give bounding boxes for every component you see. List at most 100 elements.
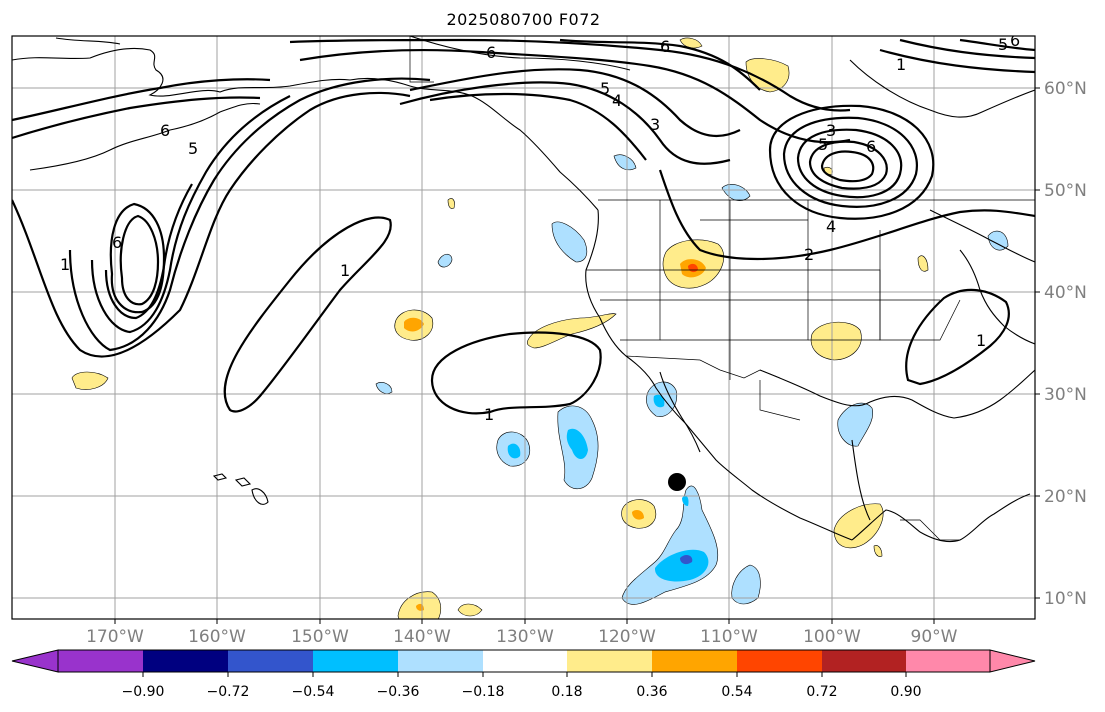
colorbar-tick-label: 0.54 <box>721 684 752 700</box>
colorbar: −0.90 −0.72 −0.54 −0.36 −0.18 0.18 0.36 … <box>11 649 1036 700</box>
contour-n-3 <box>429 92 647 161</box>
graticule <box>12 36 1035 619</box>
contour-label: 5 <box>998 35 1008 54</box>
contour-label: 6 <box>112 233 122 252</box>
island-big <box>251 488 269 505</box>
shade-orange-pac <box>404 317 424 332</box>
border-alaska <box>409 36 434 83</box>
colorbar-swatch <box>567 650 652 672</box>
shade-yellow-tiny <box>447 198 455 209</box>
contour-label: 1 <box>896 55 906 74</box>
contour-label: 1 <box>484 405 494 424</box>
contour-label: 6 <box>660 37 670 56</box>
contour-labels: 6 6 5 4 3 6 5 6 1 1 1 2 3 4 5 6 1 1 5 6 <box>60 35 1020 424</box>
contour-ne-4 <box>808 140 888 190</box>
border-central-america <box>900 519 960 541</box>
contour-ne-9 <box>959 38 1035 52</box>
colorbar-tick-label: 0.36 <box>636 684 667 700</box>
map-title: 2025080700 F072 <box>446 10 601 29</box>
border-states-8 <box>759 380 801 421</box>
coast-gulf <box>759 369 1035 419</box>
shade-blue-bc <box>613 154 637 171</box>
contour-label: 4 <box>826 217 836 236</box>
colorbar-tick-label: 0.72 <box>806 684 837 700</box>
contour-ne-1 <box>768 104 935 220</box>
shade-yellow-far-west <box>71 371 109 390</box>
contour-w-5 <box>119 214 160 306</box>
contour-label: 6 <box>866 137 876 156</box>
colorbar-tick-label: −0.18 <box>462 684 505 700</box>
lon-label: 160°W <box>188 627 246 647</box>
contour-label: 1 <box>976 331 986 350</box>
map-frame <box>11 35 1036 620</box>
shade-yellow-kansas <box>810 321 862 361</box>
contour-n-2 <box>399 81 731 165</box>
coastlines <box>12 36 1035 543</box>
contour-label: 5 <box>188 139 198 158</box>
contour-label: 3 <box>650 115 660 134</box>
lat-label: 40°N <box>1044 283 1087 303</box>
colorbar-swatch <box>228 650 313 672</box>
contour-n-4 <box>299 48 851 144</box>
shade-yellow-small <box>873 545 883 557</box>
contours <box>12 38 1035 415</box>
coast-mexico-east <box>851 439 871 521</box>
shade-cyan-south <box>654 549 709 582</box>
contour-label: 6 <box>160 121 170 140</box>
contour-ne-7 <box>899 38 1035 60</box>
coast-alaska-peninsula <box>29 102 261 171</box>
contour-ne-3 <box>796 128 903 199</box>
contour-w-6 <box>109 202 166 314</box>
shade-yellow-bottom2 <box>457 603 483 617</box>
shade-cyan-north <box>682 495 689 506</box>
border-states-1 <box>586 269 661 341</box>
shade-yellow-calif <box>526 313 617 349</box>
colorbar-swatch <box>652 650 737 672</box>
contour-n-1 <box>409 68 741 137</box>
colorbar-swatch <box>737 650 822 672</box>
lon-label: 150°W <box>291 627 349 647</box>
colorbar-tick-label: −0.90 <box>122 684 165 700</box>
shade-blue-gulf <box>837 402 874 447</box>
axis-ticks <box>114 87 1040 624</box>
contour-nw-1 <box>12 78 271 122</box>
contour-label: 6 <box>486 43 496 62</box>
island-oahu <box>234 477 252 487</box>
colorbar-extend-low <box>11 649 59 673</box>
contour-ne-8 <box>879 48 1035 74</box>
shade-blue-se <box>731 564 761 605</box>
contour-ne-5 <box>820 150 875 183</box>
contour-label: 5 <box>600 79 610 98</box>
shade-cyan-baja-west <box>566 428 588 459</box>
lat-label: 10°N <box>1044 589 1087 609</box>
contour-label: 4 <box>612 91 622 110</box>
coast-alaska <box>12 47 599 211</box>
coast-canada-north <box>409 36 631 71</box>
shade-blue-oregon <box>551 221 588 263</box>
contour-w-3 <box>90 95 291 334</box>
colorbar-tick-label: −0.54 <box>292 684 335 700</box>
colorbar-swatch <box>58 650 143 672</box>
latitude-labels: 60°N 50°N 40°N 30°N 20°N 10°N <box>1044 79 1087 609</box>
border-us-mexico <box>625 355 781 379</box>
lon-label: 120°W <box>598 627 656 647</box>
shade-blue-lakes <box>987 230 1009 251</box>
shade-cyan-baja <box>653 394 665 408</box>
colorbar-tick-label: 0.18 <box>551 684 582 700</box>
shade-blue-pac <box>437 253 453 268</box>
shade-cyan-west <box>507 443 521 459</box>
contour-label: 1 <box>60 255 70 274</box>
contour-w-2 <box>68 77 431 352</box>
shade-yellow-mexico <box>833 503 884 549</box>
contour-ne-2 <box>782 116 919 208</box>
shade-yellow-lakes <box>917 255 929 272</box>
storm-position-marker <box>668 473 686 491</box>
colorbar-extend-high <box>989 649 1036 673</box>
contour-w-1 <box>12 91 411 358</box>
lon-label: 90°W <box>911 627 958 647</box>
colorbar-swatch <box>906 650 990 672</box>
contour-pac-2 <box>430 331 602 415</box>
coast-baja <box>659 371 701 453</box>
contour-ne-6 <box>658 169 1035 261</box>
shade-yellow-top <box>679 37 703 49</box>
